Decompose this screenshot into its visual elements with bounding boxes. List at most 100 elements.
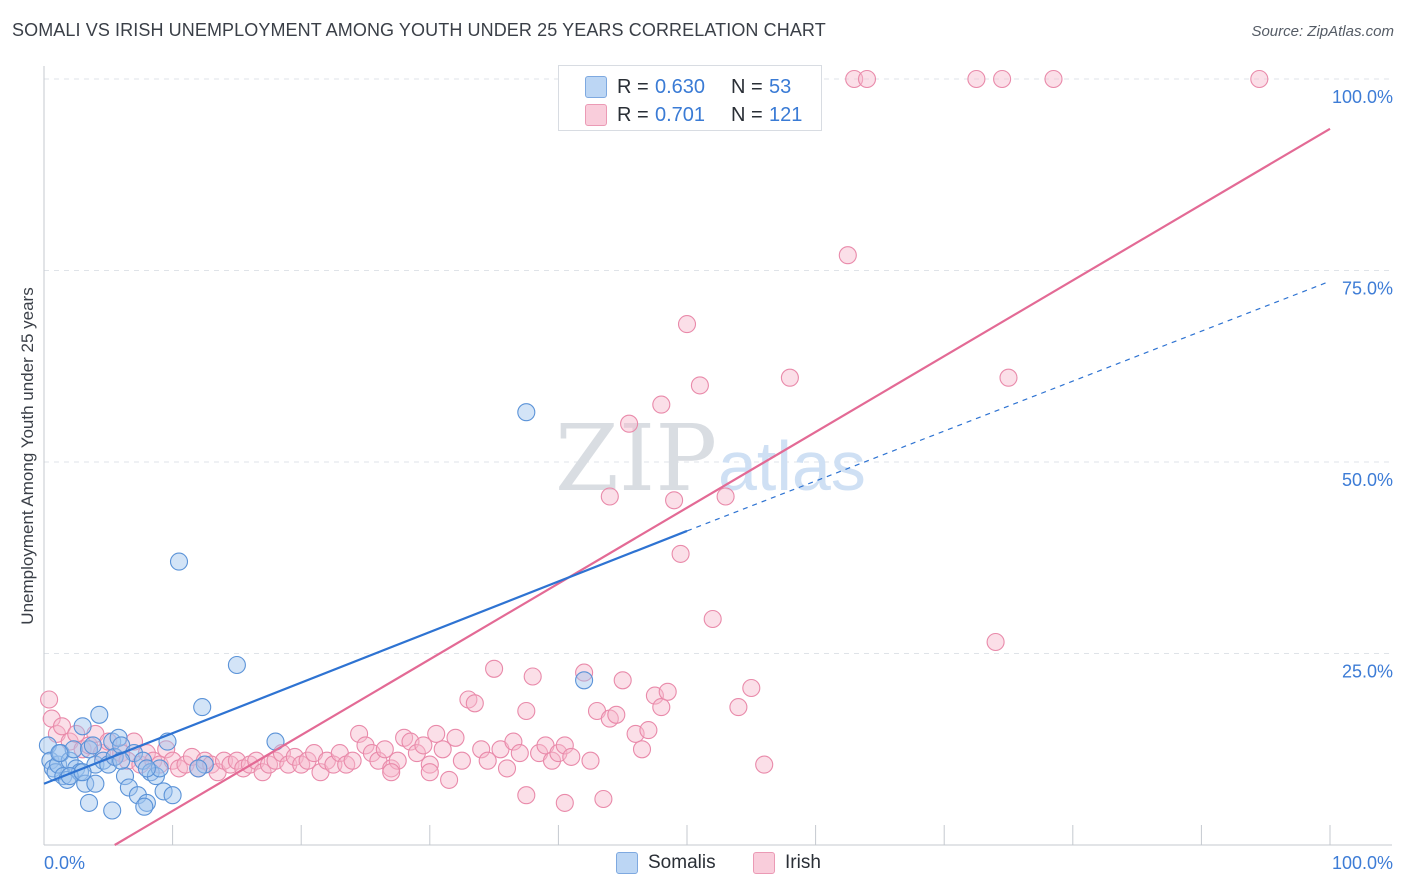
irish-point (343, 751, 362, 770)
legend-r-value: 0.701 (655, 103, 706, 126)
chart-source: Source: ZipAtlas.com (1251, 23, 1394, 40)
irish-point (433, 740, 452, 759)
irish-point (665, 491, 684, 510)
irish-point (485, 659, 504, 678)
irish-point (414, 736, 433, 755)
somalis-point (79, 793, 99, 812)
irish-point (690, 376, 709, 395)
irish-point (472, 740, 491, 759)
irish-point (857, 69, 877, 89)
legend-swatch-irish (585, 104, 607, 126)
somalis-point (189, 759, 208, 778)
irish-point (497, 759, 517, 778)
irish-point (1250, 69, 1269, 89)
irish-point (427, 724, 446, 743)
irish-point (677, 315, 697, 334)
irish-point (671, 544, 690, 563)
irish-point (575, 663, 594, 682)
irish-point (420, 763, 439, 782)
irish-point (1044, 69, 1063, 89)
legend-series: Somalis Irish (0, 852, 1406, 876)
x-tick-label: 0.0% (44, 853, 85, 873)
somalis-point (169, 552, 189, 571)
x-tick-label: 100.0% (1332, 853, 1393, 873)
somalis-point (150, 759, 169, 778)
irish-point (157, 740, 176, 759)
irish-point (632, 740, 652, 759)
somalis-point (163, 786, 182, 805)
y-tick-label: 100.0% (1332, 87, 1393, 107)
irish-point (594, 789, 613, 809)
somalis-point (64, 740, 83, 759)
irish-point (542, 751, 562, 770)
legend-row-somalis: R = 0.630 N = 53 (559, 72, 821, 102)
irish-point (581, 751, 600, 770)
irish-point (517, 786, 536, 805)
chart-title: SOMALI VS IRISH UNEMPLOYMENT AMONG YOUTH… (12, 20, 826, 40)
irish-point (845, 69, 864, 89)
legend-item-somalis[interactable]: Somalis (616, 852, 716, 874)
somalis-point (50, 744, 69, 763)
legend-label-irish: Irish (785, 852, 821, 873)
legend-label-somalis: Somalis (648, 852, 716, 873)
irish-point (510, 744, 529, 763)
somalis-point (154, 782, 173, 801)
irish-point (716, 487, 735, 506)
series-somalis-points (38, 403, 594, 820)
legend-item-irish[interactable]: Irish (753, 852, 821, 874)
trend-line-irish (114, 127, 1331, 846)
irish-point (620, 414, 639, 433)
somalis-point (575, 671, 594, 690)
irish-point (253, 763, 272, 782)
legend-n-value: 53 (769, 75, 792, 98)
watermark-atlas: atlas (718, 427, 866, 505)
irish-point (555, 736, 574, 755)
somalis-point (49, 755, 68, 774)
irish-point (504, 732, 523, 751)
irish-point (742, 678, 761, 698)
legend-swatch-irish (753, 852, 775, 874)
irish-point (600, 487, 619, 506)
legend-r-label: R = (617, 103, 649, 126)
somalis-point (135, 797, 154, 816)
y-tick-label: 25.0% (1342, 662, 1393, 682)
somalis-point (90, 705, 109, 724)
irish-point (755, 755, 774, 774)
somalis-point (83, 736, 102, 755)
grid-layer (43, 66, 1392, 846)
irish-point (40, 690, 59, 709)
legend-n-label: N = (731, 75, 763, 98)
somalis-point (227, 655, 246, 675)
legend-n-label: N = (731, 103, 763, 126)
irish-point (639, 721, 658, 740)
legend-n-value: 121 (769, 103, 803, 126)
irish-point (465, 694, 484, 713)
irish-point (729, 698, 748, 717)
irish-point (382, 763, 401, 782)
somalis-point (193, 698, 212, 717)
irish-point (999, 368, 1018, 387)
irish-point (375, 740, 394, 759)
legend-r-label: R = (617, 75, 649, 98)
legend-stats: R = 0.630 N = 53 R = 0.701 N = 121 (558, 65, 822, 131)
irish-point (67, 724, 86, 743)
legend-r-value: 0.630 (655, 75, 706, 98)
watermark-zip: ZIP (555, 405, 717, 512)
irish-point (703, 609, 722, 629)
irish-point (324, 755, 343, 774)
somalis-point (137, 759, 156, 778)
watermark: ZIP atlas (555, 405, 866, 512)
somalis-point (76, 774, 95, 793)
trend-line-somalis-extension (686, 280, 1331, 532)
somalis-point (60, 751, 79, 770)
legend-swatch-somalis (616, 852, 638, 874)
irish-point (279, 755, 298, 774)
irish-point (440, 770, 459, 789)
tick-labels: 100.0% 75.0% 50.0% 25.0% 0.0% 100.0% (44, 87, 1393, 873)
irish-point (298, 751, 317, 770)
somalis-point (86, 774, 105, 793)
irish-point (350, 724, 369, 743)
somalis-point (115, 767, 135, 786)
legend-swatch-somalis (585, 76, 607, 98)
